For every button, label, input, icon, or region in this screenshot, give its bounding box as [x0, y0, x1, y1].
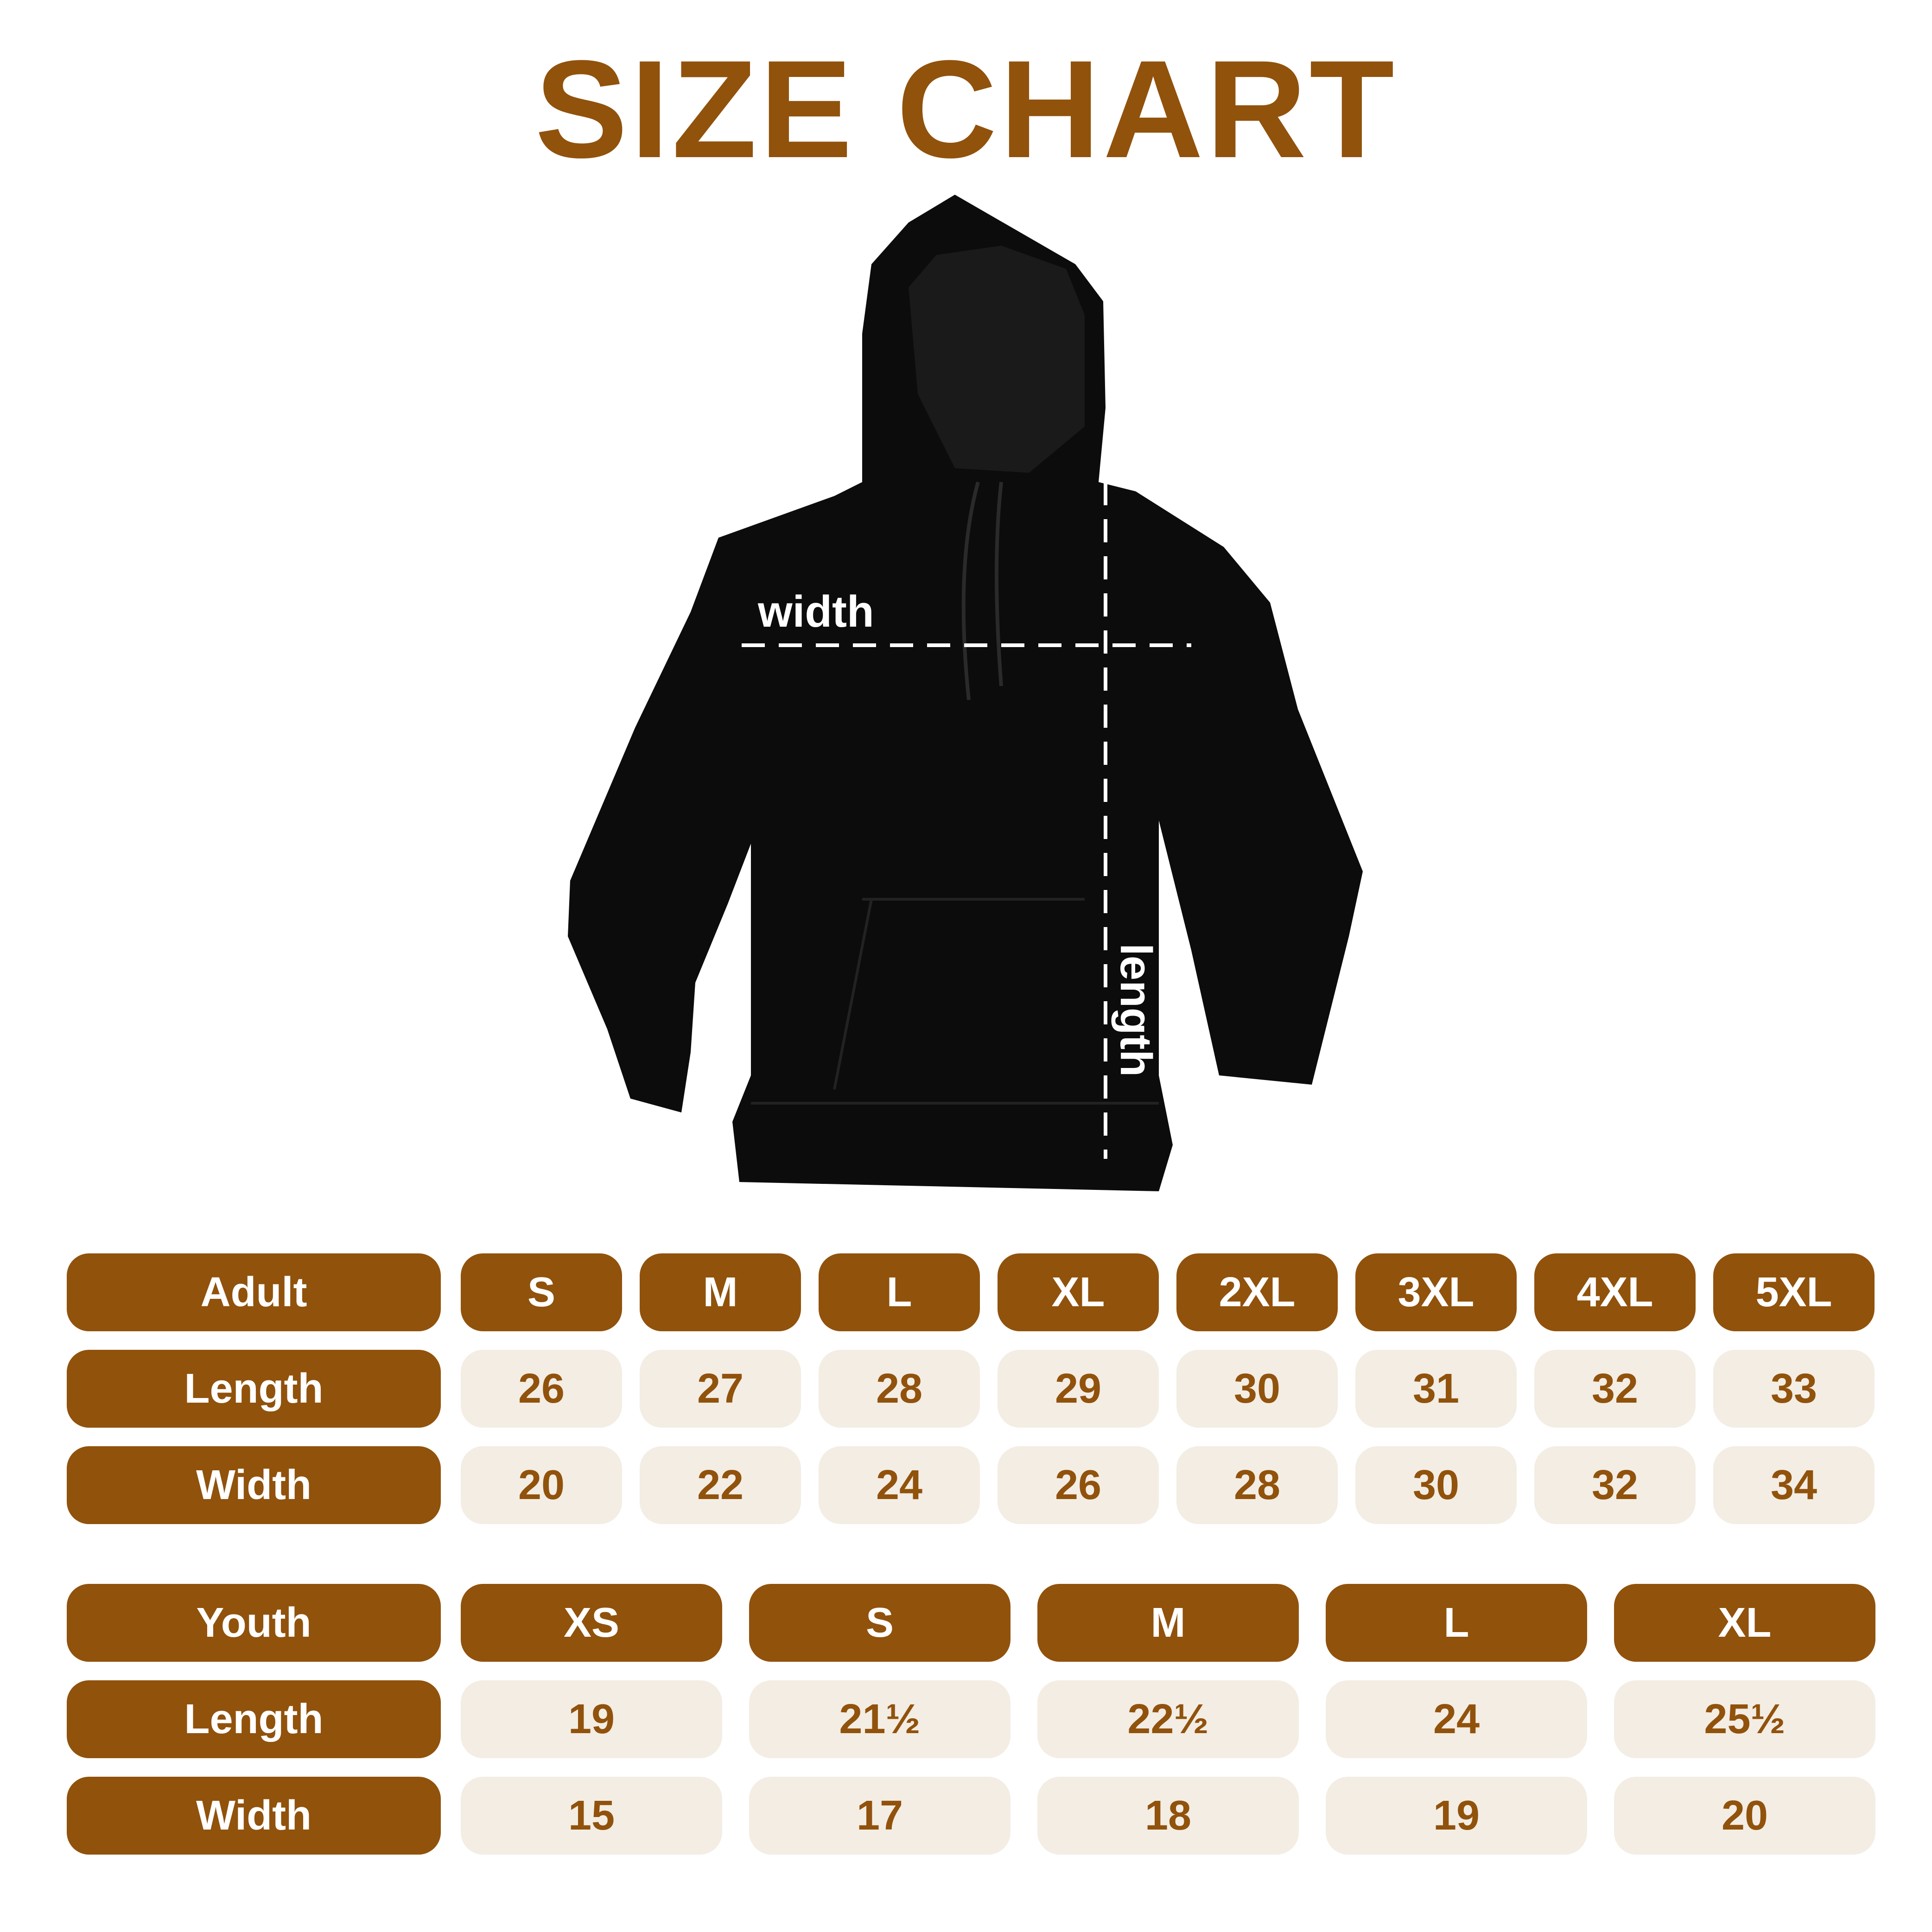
adult-row-label-width: Width [67, 1446, 441, 1524]
adult-size-s: S [461, 1253, 622, 1331]
youth-width-xl: 20 [1614, 1777, 1875, 1855]
adult-length-2xl: 30 [1176, 1350, 1338, 1428]
adult-width-4xl: 32 [1534, 1446, 1696, 1524]
adult-length-m: 27 [640, 1350, 801, 1428]
hoodie-image [568, 195, 1363, 1191]
adult-size-5xl: 5XL [1713, 1253, 1875, 1331]
youth-row-label-length: Length [67, 1680, 441, 1758]
youth-size-l: L [1326, 1584, 1587, 1662]
youth-size-m: M [1037, 1584, 1299, 1662]
adult-size-m: M [640, 1253, 801, 1331]
adult-size-xl: XL [998, 1253, 1159, 1331]
adult-header: Adult [67, 1253, 441, 1331]
youth-length-s: 21½ [749, 1680, 1010, 1758]
adult-length-xl: 29 [998, 1350, 1159, 1428]
youth-width-l: 19 [1326, 1777, 1587, 1855]
adult-length-s: 26 [461, 1350, 622, 1428]
adult-length-3xl: 31 [1355, 1350, 1517, 1428]
youth-header: Youth [67, 1584, 441, 1662]
adult-width-5xl: 34 [1713, 1446, 1875, 1524]
youth-size-s: S [749, 1584, 1010, 1662]
adult-length-5xl: 33 [1713, 1350, 1875, 1428]
length-label: length [1111, 943, 1161, 1077]
adult-size-2xl: 2XL [1176, 1253, 1338, 1331]
youth-length-m: 22½ [1037, 1680, 1299, 1758]
adult-width-2xl: 28 [1176, 1446, 1338, 1524]
youth-row-label-width: Width [67, 1777, 441, 1855]
adult-width-m: 22 [640, 1446, 801, 1524]
adult-row-label-length: Length [67, 1350, 441, 1428]
adult-width-3xl: 30 [1355, 1446, 1517, 1524]
youth-length-xs: 19 [461, 1680, 722, 1758]
adult-width-s: 20 [461, 1446, 622, 1524]
width-label: width [758, 587, 874, 636]
youth-width-m: 18 [1037, 1777, 1299, 1855]
youth-width-xs: 15 [461, 1777, 722, 1855]
adult-width-xl: 26 [998, 1446, 1159, 1524]
youth-size-xs: XS [461, 1584, 722, 1662]
youth-width-s: 17 [749, 1777, 1010, 1855]
youth-length-xl: 25½ [1614, 1680, 1875, 1758]
youth-length-l: 24 [1326, 1680, 1587, 1758]
youth-size-xl: XL [1614, 1584, 1875, 1662]
adult-size-3xl: 3XL [1355, 1253, 1517, 1331]
adult-width-l: 24 [819, 1446, 980, 1524]
adult-length-4xl: 32 [1534, 1350, 1696, 1428]
adult-length-l: 28 [819, 1350, 980, 1428]
page-title: SIZE CHART [535, 31, 1397, 187]
adult-size-l: L [819, 1253, 980, 1331]
adult-size-4xl: 4XL [1534, 1253, 1696, 1331]
